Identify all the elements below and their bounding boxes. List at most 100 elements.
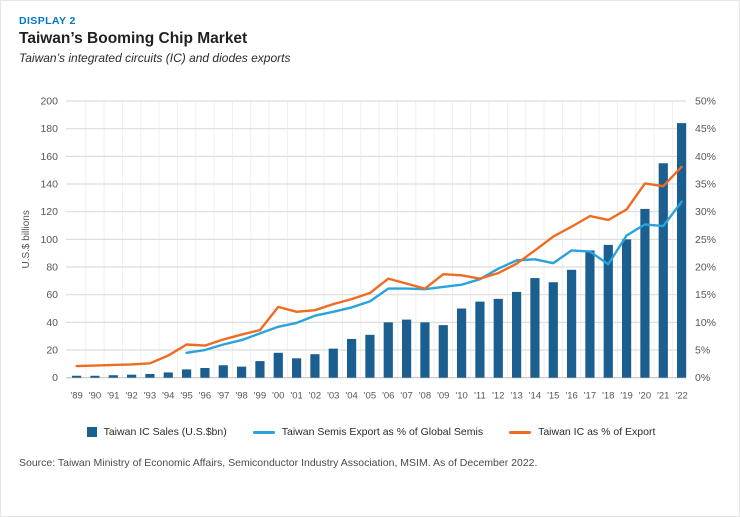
- ic-sales-bar: [90, 375, 100, 378]
- x-tick: '11: [474, 391, 486, 402]
- x-tick: '21: [657, 391, 669, 402]
- x-axis-labels: '89 '90 '91 '92 '93 '94 '95 '96 '97 '98 '99 '00 '01 '…: [70, 391, 687, 402]
- ic-sales-bar: [457, 308, 467, 378]
- y-left-tick: 160: [40, 151, 58, 163]
- y-left-tick: 200: [40, 96, 58, 108]
- y-axis-title: U.S.$ billions: [21, 210, 32, 268]
- x-tick: '20: [639, 391, 651, 402]
- x-tick: '13: [510, 391, 522, 402]
- ic-sales-bar: [127, 374, 137, 378]
- x-tick: '95: [180, 391, 192, 402]
- x-tick: '92: [125, 391, 137, 402]
- ic-sales-bar: [530, 278, 540, 378]
- y-right-tick: 15%: [695, 289, 716, 301]
- x-tick: '96: [199, 391, 211, 402]
- x-tick: '93: [144, 391, 156, 402]
- x-tick: '02: [309, 391, 321, 402]
- x-tick: '14: [529, 391, 541, 402]
- legend-item-ic-sales: Taiwan IC Sales (U.S.$bn): [86, 426, 227, 438]
- y-right-tick: 10%: [695, 317, 716, 329]
- legend-item-semis-export: Taiwan Semis Export as % of Global Semis: [252, 426, 484, 438]
- ic-export-line: [75, 165, 683, 368]
- y-left-tick: 100: [40, 234, 58, 246]
- x-tick: '08: [419, 391, 431, 402]
- chart-subtitle: Taiwan’s integrated circuits (IC) and di…: [19, 51, 291, 65]
- ic-sales-bar: [310, 354, 320, 378]
- y-right-tick: 20%: [695, 262, 716, 274]
- x-tick: '94: [162, 391, 174, 402]
- ic-sales-bar: [145, 373, 155, 378]
- ic-sales-bar: [622, 239, 632, 378]
- ic-sales-bars: [72, 123, 687, 378]
- y-right-tick: 5%: [695, 345, 710, 357]
- ic-sales-bar: [365, 334, 375, 378]
- ic-sales-bar: [420, 322, 430, 378]
- ic-sales-bar: [512, 291, 522, 378]
- ic-sales-bar: [255, 361, 265, 378]
- chart-area: U.S.$ billions 0 20 40 60 80 100 120 140 160 180 20…: [1, 86, 739, 416]
- ic-sales-bar: [402, 319, 412, 378]
- ic-sales-bar: [347, 338, 357, 378]
- ic-sales-bar: [677, 123, 687, 378]
- x-tick: '06: [382, 391, 394, 402]
- y-right-tick: 35%: [695, 179, 716, 191]
- y-right-tick: 0%: [695, 372, 710, 384]
- ic-sales-bar: [292, 358, 302, 378]
- ic-sales-bar: [438, 325, 448, 378]
- horizontal-gridlines: [66, 100, 686, 379]
- x-tick: '05: [364, 391, 376, 402]
- bar-swatch-icon: [86, 427, 97, 437]
- x-tick: '17: [584, 391, 596, 402]
- chart-legend: Taiwan IC Sales (U.S.$bn) Taiwan Semis E…: [1, 426, 739, 438]
- x-tick: '12: [492, 391, 504, 402]
- x-tick: '01: [290, 391, 302, 402]
- ic-sales-bar: [585, 250, 595, 378]
- orange-line-swatch-icon: [509, 430, 532, 434]
- ic-sales-bar: [493, 298, 503, 378]
- x-tick: '15: [547, 391, 559, 402]
- x-tick: '99: [254, 391, 266, 402]
- blue-line-swatch-icon: [252, 430, 275, 434]
- ic-sales-bar: [200, 368, 210, 378]
- ic-sales-bar: [72, 375, 82, 378]
- x-tick: '07: [400, 391, 412, 402]
- x-tick: '18: [602, 391, 614, 402]
- x-tick: '03: [327, 391, 339, 402]
- ic-sales-bar: [383, 322, 393, 378]
- ic-sales-bar: [273, 352, 283, 378]
- display-label: DISPLAY 2: [19, 15, 76, 27]
- chart-svg: U.S.$ billions 0 20 40 60 80 100 120 140 160 180 20…: [21, 96, 716, 402]
- x-tick: '90: [89, 391, 101, 402]
- x-tick: '16: [565, 391, 577, 402]
- x-tick: '10: [455, 391, 467, 402]
- axis-tick-labels: 0 20 40 60 80 100 120 140 160 180 200 0% 5% 10% 15% 20%…: [40, 96, 716, 385]
- legend-label: Taiwan IC Sales (U.S.$bn): [103, 426, 227, 438]
- y-left-tick: 140: [40, 179, 58, 191]
- x-tick: '98: [235, 391, 247, 402]
- source-note: Source: Taiwan Ministry of Economic Affa…: [19, 457, 538, 469]
- ic-sales-bar: [328, 348, 338, 378]
- y-left-tick: 180: [40, 123, 58, 135]
- ic-sales-bar: [640, 208, 650, 378]
- y-left-tick: 120: [40, 206, 58, 218]
- ic-sales-bar: [548, 282, 558, 378]
- ic-sales-bar: [218, 365, 228, 378]
- y-left-tick: 60: [46, 289, 58, 301]
- ic-sales-bar: [108, 375, 118, 378]
- y-left-tick: 40: [46, 317, 58, 329]
- x-tick: '89: [70, 391, 82, 402]
- legend-label: Taiwan IC as % of Export: [538, 426, 656, 438]
- y-left-tick: 0: [52, 372, 58, 384]
- x-tick: '04: [345, 391, 357, 402]
- y-right-tick: 50%: [695, 96, 716, 108]
- chart-header: DISPLAY 2 Taiwan’s Booming Chip Market T…: [19, 15, 290, 65]
- y-right-tick: 40%: [695, 151, 716, 163]
- x-tick: '09: [437, 391, 449, 402]
- ic-sales-bar: [163, 372, 173, 378]
- x-tick: '97: [217, 391, 229, 402]
- chart-title: Taiwan’s Booming Chip Market: [19, 30, 248, 47]
- legend-label: Taiwan Semis Export as % of Global Semis: [281, 426, 484, 438]
- ic-sales-bar: [567, 269, 577, 378]
- legend-item-ic-export: Taiwan IC as % of Export: [509, 426, 655, 438]
